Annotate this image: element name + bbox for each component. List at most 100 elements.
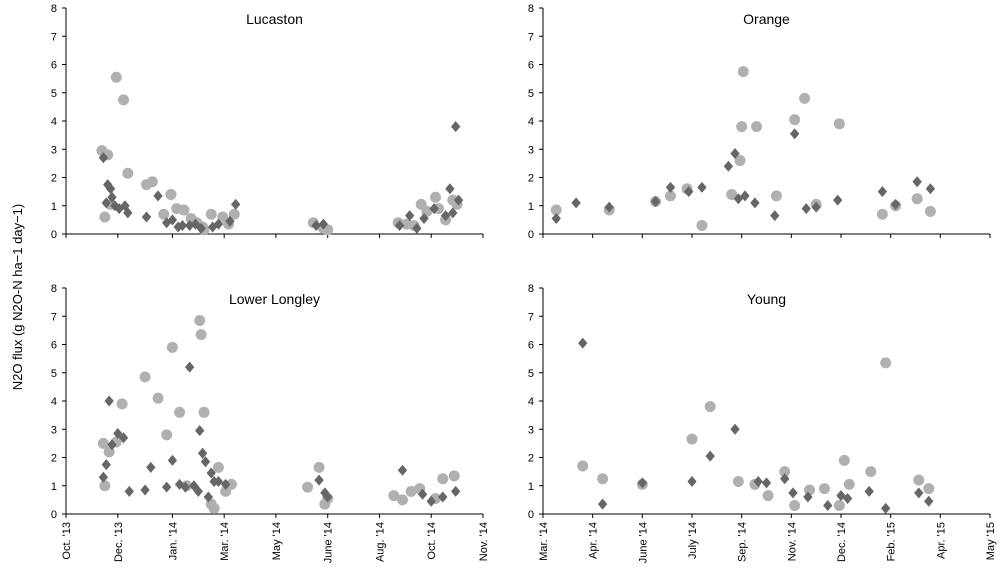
- circle-point: [178, 204, 190, 216]
- diamond-point: [113, 427, 123, 439]
- diamond-point: [803, 491, 813, 503]
- diamond-point: [177, 220, 188, 232]
- y-tick-label: 8: [528, 3, 534, 15]
- y-tick-label: 2: [528, 173, 534, 185]
- diamond-point: [184, 361, 195, 373]
- diamond-point: [451, 485, 461, 497]
- diamond-point: [419, 212, 429, 224]
- y-tick-label: 2: [528, 453, 534, 465]
- y-tick-label: 5: [51, 368, 57, 380]
- diamond-point: [417, 488, 428, 500]
- circle-point: [818, 483, 830, 495]
- x-tick-label: Jan. '14: [167, 522, 179, 560]
- x-tick-label: Mar. '14: [538, 522, 550, 561]
- diamond-point: [203, 491, 214, 503]
- panel-title: Lucaston: [246, 11, 303, 27]
- y-tick-label: 1: [51, 201, 57, 213]
- x-tick-label: Dec. '13: [113, 522, 125, 562]
- circle-point: [789, 500, 801, 512]
- circle-point: [751, 121, 763, 133]
- y-tick-label: 3: [528, 424, 534, 436]
- y-tick-label: 8: [51, 283, 57, 295]
- circle-point: [804, 484, 816, 496]
- diamond-point: [811, 201, 821, 213]
- y-tick-label: 2: [51, 173, 57, 185]
- circle-point: [664, 190, 676, 202]
- y-tick-label: 3: [51, 144, 57, 156]
- diamond-point: [426, 495, 436, 507]
- circle-point: [165, 188, 177, 200]
- panel-young: 0 1 2 3 4 5 6 7 8 Mar. '14 Apr. '14 June '14 July '1…: [528, 283, 997, 563]
- diamond-point: [453, 194, 464, 206]
- diamond-point: [451, 121, 461, 133]
- x-tick-label: Oct. '13: [61, 522, 73, 560]
- diamond-point: [323, 491, 333, 503]
- diamond-point: [184, 220, 195, 232]
- y-tick-label: 1: [528, 481, 534, 493]
- x-tick-label: Mar. '14: [219, 522, 231, 561]
- circle-point: [911, 193, 923, 205]
- y-tick-label: 0: [528, 509, 534, 521]
- y-tick-label: 4: [528, 116, 534, 128]
- diamond-point: [167, 214, 178, 226]
- diamond-point: [320, 487, 330, 499]
- y-tick-label: 3: [51, 424, 57, 436]
- circle-point: [789, 114, 801, 126]
- diamond-point: [687, 476, 697, 488]
- diamond-point: [864, 485, 874, 497]
- panel-lower-longley: 0 1 2 3 4 5 6 7 8 Oct. '13 Dec. '13 Jan. '14 Mar. '1…: [51, 283, 490, 563]
- y-tick-label: 6: [528, 60, 534, 72]
- diamond-point: [197, 447, 208, 459]
- y-tick-label: 0: [51, 509, 57, 521]
- diamond-point: [140, 484, 150, 496]
- diamond-point: [753, 476, 763, 488]
- x-tick-label: Dec. '14: [836, 522, 848, 562]
- diamond-point: [105, 183, 116, 195]
- x-tick-label: Nov. '14: [786, 522, 798, 561]
- diamond-point: [740, 190, 750, 202]
- x-tick-label: July '14: [687, 522, 699, 559]
- y-tick-label: 8: [528, 283, 534, 295]
- x-tick-label: Apr. '14: [588, 522, 600, 559]
- diamond-point: [801, 203, 811, 215]
- y-tick-label: 3: [528, 144, 534, 156]
- y-tick-label: 6: [51, 340, 57, 352]
- diamond-point: [597, 498, 608, 510]
- diamond-point: [173, 221, 183, 233]
- circle-point: [396, 494, 408, 506]
- diamond-point: [637, 477, 648, 489]
- diamond-point: [925, 183, 936, 195]
- x-tick-label: Sep. '14: [737, 522, 749, 562]
- diamond-point: [404, 210, 415, 222]
- circle-point: [139, 371, 151, 383]
- y-tick-label: 0: [528, 229, 534, 241]
- circle-point: [732, 476, 744, 488]
- diamond-point: [153, 190, 163, 202]
- circle-point: [208, 502, 220, 514]
- diamond-point: [890, 198, 901, 210]
- diamond-point: [448, 207, 458, 219]
- diamond-point: [123, 207, 133, 219]
- circle-point: [388, 490, 400, 502]
- diamond-point: [101, 459, 111, 471]
- circle-point: [158, 208, 170, 220]
- y-tick-label: 1: [51, 481, 57, 493]
- diamond-point: [124, 485, 134, 497]
- diamond-point: [193, 485, 203, 497]
- diamond-point: [571, 197, 581, 209]
- diamond-point: [914, 487, 924, 499]
- y-tick-label: 4: [51, 116, 57, 128]
- circle-point: [924, 205, 936, 217]
- circle-point: [913, 474, 925, 486]
- panel-lucaston: 0 1 2 3 4 5 6 7 8 Lucaston: [51, 3, 484, 241]
- x-tick-label: June '14: [323, 522, 335, 563]
- diamond-point: [394, 220, 405, 232]
- circle-point: [405, 485, 417, 497]
- panel-title: Lower Longley: [229, 291, 320, 307]
- diamond-point: [225, 215, 235, 227]
- y-tick-label: 5: [51, 88, 57, 100]
- diamond-point: [445, 183, 455, 195]
- y-tick-label: 8: [51, 3, 57, 15]
- circle-point: [302, 481, 314, 493]
- circle-point: [833, 500, 845, 512]
